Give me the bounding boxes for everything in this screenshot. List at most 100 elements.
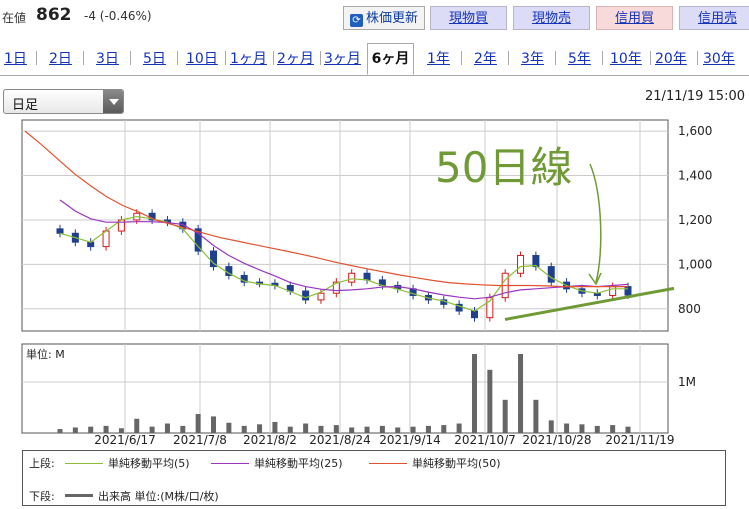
annotation-arrowhead — [588, 272, 602, 286]
margin-buy-button[interactable]: 信用買 — [596, 6, 673, 30]
volume-bar — [594, 425, 600, 433]
top-bar: 在値 862 -4 (-0.46%) ⟳ 株価更新 現物買 現物売 信用買 信用売 — [0, 0, 749, 36]
chart-legend: 上段: 単純移動平均(5) 単純移動平均(25) 単純移動平均(50) 下段: … — [22, 450, 726, 506]
volume-bar — [548, 420, 554, 433]
date-tick-label: 2021/9/14 — [379, 433, 441, 447]
interval-value: 日足 — [12, 98, 39, 113]
volume-bar — [195, 414, 201, 433]
candle-body — [317, 292, 325, 301]
refresh-price-label: 株価更新 — [365, 11, 418, 26]
date-tick-label: 2021/6/17 — [94, 433, 156, 447]
tab-3m[interactable]: 3ヶ月 — [324, 51, 361, 67]
tab-1y[interactable]: 1年 — [427, 51, 450, 67]
volume-bar — [518, 354, 524, 433]
candle-body — [56, 228, 64, 234]
tab-separator — [225, 51, 226, 65]
price-tick-label: 800 — [678, 302, 701, 316]
tab-3y[interactable]: 3年 — [521, 51, 544, 67]
volume-bar — [441, 425, 447, 433]
tab-separator — [130, 51, 131, 65]
annotation-arrow — [589, 163, 602, 283]
candle-body — [210, 250, 218, 268]
volume-bar — [211, 416, 217, 433]
spot-sell-button[interactable]: 現物売 — [513, 6, 590, 30]
legend-ma25: 単純移動平均(25) — [211, 455, 343, 471]
candle-body — [348, 272, 356, 283]
volume-bar — [241, 425, 247, 433]
volume-bar — [164, 423, 170, 433]
current-price: 862 — [36, 5, 72, 25]
volume-bar — [333, 425, 339, 433]
stock-chart: 1,600 1,400 1,200 1,000 800 2021/6/17 2021/7/8… — [21, 119, 712, 447]
tab-3d[interactable]: 3日 — [96, 51, 119, 67]
volume-bar — [287, 426, 293, 433]
date-tick-label: 2021/7/8 — [173, 433, 227, 447]
moving-average-lines — [24, 130, 629, 312]
spot-buy-button[interactable]: 現物買 — [430, 6, 507, 30]
tab-1d[interactable]: 1日 — [4, 51, 27, 67]
tab-5y[interactable]: 5年 — [568, 51, 591, 67]
volume-bar — [379, 425, 385, 433]
volume-bar — [533, 399, 539, 433]
tab-separator — [320, 51, 321, 65]
volume-bar — [456, 423, 462, 433]
price-panel — [21, 119, 669, 332]
annotation-layer: 50日線 — [435, 143, 675, 321]
tab-20y[interactable]: 20年 — [655, 51, 687, 67]
date-tick-label: 2021/11/19 — [605, 433, 674, 447]
trendline — [504, 286, 675, 321]
candle-body — [609, 286, 617, 296]
volume-bar — [610, 425, 616, 433]
date-tick-label: 2021/8/24 — [309, 433, 371, 447]
margin-sell-button[interactable]: 信用売 — [679, 6, 749, 30]
volume-bar — [257, 424, 263, 433]
legend-ma50: 単純移動平均(50) — [369, 455, 501, 471]
tab-2y[interactable]: 2年 — [474, 51, 497, 67]
tab-separator — [273, 51, 274, 65]
volume-bar — [425, 425, 431, 433]
tab-separator — [508, 51, 509, 65]
volume-bar — [502, 399, 508, 433]
tab-5d[interactable]: 5日 — [143, 51, 166, 67]
chart-datetime: 21/11/19 15:00 — [645, 89, 745, 104]
tab-10y[interactable]: 10年 — [610, 51, 642, 67]
volume-bar — [57, 429, 63, 433]
candle-body — [363, 272, 371, 281]
period-tabs: 1日 2日 3日 5日 10日 1ヶ月 2ヶ月 3ヶ月 6ヶ月 1年 2年 3年… — [0, 43, 749, 76]
candle-body — [302, 290, 310, 301]
chevron-down-icon — [103, 90, 123, 113]
volume-bar — [134, 418, 140, 433]
volume-bar — [364, 426, 370, 433]
volume-tick-label: 1M — [678, 375, 696, 389]
legend-ma5: 単純移動平均(5) — [65, 455, 190, 471]
volume-bar — [149, 426, 155, 433]
candle-body — [470, 310, 478, 319]
chart-grid — [21, 119, 669, 434]
tab-6m[interactable]: 6ヶ月 — [367, 43, 414, 75]
tab-30y[interactable]: 30年 — [703, 51, 735, 67]
price-label: 在値 — [2, 11, 27, 25]
candle-body — [547, 266, 555, 283]
ma-line-50 — [24, 130, 628, 288]
volume-bar — [318, 425, 324, 433]
candle-body — [624, 286, 632, 296]
interval-select[interactable]: 日足 — [3, 89, 124, 114]
volume-bar — [103, 425, 109, 433]
tab-separator — [83, 51, 84, 65]
ma-line-25 — [59, 199, 629, 300]
candle-body — [332, 281, 340, 294]
date-tick-label: 2021/8/2 — [243, 433, 297, 447]
tab-separator — [650, 51, 651, 65]
price-change: -4 (-0.46%) — [84, 9, 152, 23]
candle-body — [240, 274, 248, 283]
tab-1m[interactable]: 1ヶ月 — [230, 51, 267, 67]
tab-10d[interactable]: 10日 — [186, 51, 218, 67]
candle-body — [532, 254, 540, 268]
price-tick-label: 1,000 — [678, 257, 712, 271]
tab-2m[interactable]: 2ヶ月 — [277, 51, 314, 67]
price-tick-label: 1,200 — [678, 213, 712, 227]
axis-labels: 1,600 1,400 1,200 1,000 800 2021/6/17 2021/7/8… — [26, 124, 712, 447]
tab-2d[interactable]: 2日 — [49, 51, 72, 67]
date-tick-label: 2021/10/7 — [454, 433, 516, 447]
refresh-price-button[interactable]: ⟳ 株価更新 — [343, 6, 425, 30]
